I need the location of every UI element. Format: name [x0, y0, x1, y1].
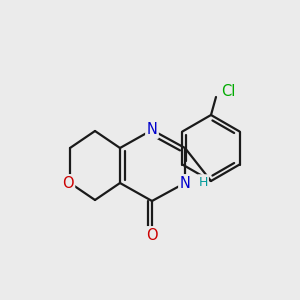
- Text: O: O: [146, 227, 158, 242]
- Text: O: O: [62, 176, 74, 190]
- Text: N: N: [180, 176, 190, 190]
- Text: N: N: [147, 122, 158, 137]
- Text: Cl: Cl: [221, 85, 235, 100]
- Text: H: H: [198, 176, 208, 188]
